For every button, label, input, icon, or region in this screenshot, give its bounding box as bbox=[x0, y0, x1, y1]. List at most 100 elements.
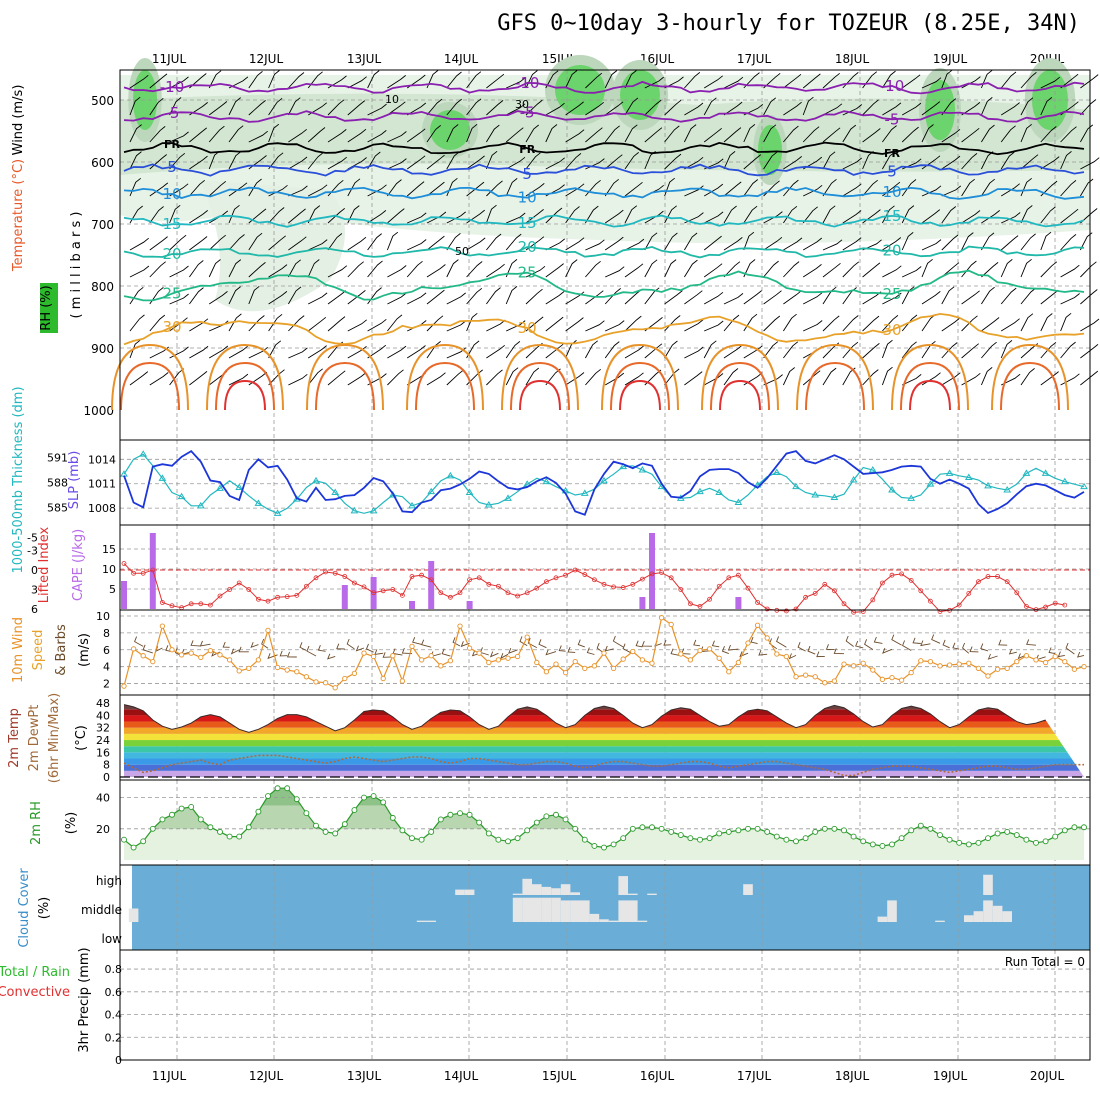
upper-wind-barb bbox=[941, 155, 961, 170]
rh2m-marker bbox=[908, 827, 915, 834]
upper-wind-barb bbox=[1080, 74, 1099, 89]
warm-dome-0-1 bbox=[120, 361, 180, 411]
lifted-index-marker bbox=[899, 571, 904, 577]
upper-wind-barb bbox=[288, 373, 308, 386]
slp-tick-1008: 1008 bbox=[88, 502, 116, 515]
rh2m-marker bbox=[764, 828, 771, 835]
warm-dome-7-0 bbox=[796, 343, 874, 411]
cloud-level-middle: middle bbox=[81, 903, 122, 917]
isotherm-label-30: 30 bbox=[162, 318, 181, 336]
upper-wind-barb bbox=[387, 158, 407, 170]
isotherm-label-20: 20 bbox=[162, 245, 181, 263]
upper-wind-barb bbox=[446, 211, 466, 224]
surface-wind-barb bbox=[489, 651, 499, 658]
wind-speed-marker bbox=[649, 660, 655, 666]
temp-band-48 bbox=[120, 697, 1090, 703]
rh2m-marker bbox=[793, 838, 799, 845]
lifted-index-marker bbox=[438, 590, 444, 596]
wind-speed-marker bbox=[370, 653, 377, 660]
wind-speed-marker bbox=[946, 662, 953, 668]
upper-wind-barb bbox=[248, 130, 268, 143]
warm-dome-3-1 bbox=[415, 361, 475, 411]
thickness-marker bbox=[1080, 482, 1088, 490]
date-label-bottom-11JUL: 11JUL bbox=[152, 1069, 187, 1083]
wind-speed-marker bbox=[255, 657, 262, 663]
surface-wind-barb bbox=[864, 639, 874, 650]
lifted-index-marker bbox=[880, 580, 885, 586]
upper-wind-barb bbox=[763, 236, 783, 251]
upper-wind-barb bbox=[406, 102, 427, 116]
upper-wind-barb bbox=[268, 123, 280, 143]
upper-wind-barb bbox=[545, 316, 564, 332]
upper-wind-barb bbox=[307, 316, 327, 332]
lifted-index-marker bbox=[918, 588, 924, 594]
upper-wind-barb bbox=[1060, 151, 1072, 170]
rh2m-marker bbox=[975, 839, 982, 846]
upper-wind-barb bbox=[862, 99, 879, 116]
upper-wind-barb bbox=[347, 372, 367, 386]
upper-wind-barb bbox=[1000, 183, 1020, 197]
rh2m-marker bbox=[898, 835, 905, 842]
upper-wind-barb bbox=[208, 180, 227, 197]
rh2m-marker bbox=[466, 811, 473, 818]
upper-wind-barb bbox=[723, 314, 740, 332]
lifted-index-marker bbox=[1014, 590, 1020, 596]
upper-wind-barb bbox=[228, 182, 248, 197]
upper-wind-barb bbox=[288, 315, 305, 332]
wind-speed-marker bbox=[716, 655, 722, 661]
lifted-index-marker bbox=[419, 572, 425, 578]
lifted-index-marker bbox=[313, 575, 319, 581]
thickness-marker bbox=[792, 482, 800, 490]
warm-dome-8-0 bbox=[891, 343, 969, 411]
upper-wind-barb bbox=[743, 124, 756, 143]
date-label-bottom-19JUL: 19JUL bbox=[933, 1069, 968, 1083]
upper-wind-barb bbox=[723, 261, 741, 278]
rh2m-marker bbox=[284, 785, 291, 792]
upper-wind-barb bbox=[822, 315, 840, 332]
upper-wind-barb bbox=[743, 290, 762, 305]
rh2m-marker bbox=[649, 824, 655, 831]
upper-wind-barb bbox=[189, 127, 207, 143]
upper-wind-barb bbox=[1080, 289, 1098, 305]
temp-band-40 bbox=[124, 709, 1084, 716]
rh2m-marker bbox=[985, 835, 991, 842]
wind-speed-marker bbox=[562, 669, 569, 676]
surface-wind-barb bbox=[286, 651, 297, 658]
rh2m-marker bbox=[322, 828, 329, 835]
upper-wind-barb bbox=[783, 290, 802, 305]
upper-wind-barb bbox=[961, 127, 980, 143]
upper-wind-barb bbox=[486, 263, 505, 278]
upper-wind-barb bbox=[327, 370, 346, 386]
upper-wind-barb bbox=[941, 286, 955, 305]
upper-wind-barb bbox=[189, 179, 205, 197]
wind-speed-marker bbox=[303, 674, 310, 680]
surface-wind-barb bbox=[816, 651, 825, 658]
wind-speed-marker bbox=[159, 623, 166, 629]
upper-wind-barb bbox=[684, 346, 704, 359]
wind10m-barbs-label: & Barbs bbox=[54, 624, 69, 676]
upper-wind-barb bbox=[1000, 287, 1017, 305]
minmax-axis-label: (6hr Min/Max) bbox=[47, 693, 62, 783]
temperature-axis-label: Temperature (°C) bbox=[11, 159, 26, 272]
dewpoint-axis-label: 2m DewPt bbox=[27, 705, 42, 772]
date-label-top-13JUL: 13JUL bbox=[347, 52, 382, 66]
lifted-index-marker bbox=[121, 561, 127, 566]
thickness-marker bbox=[273, 509, 282, 516]
upper-wind-barb bbox=[862, 343, 880, 359]
upper-wind-barb bbox=[228, 373, 249, 386]
wind-speed-marker bbox=[1023, 653, 1030, 659]
upper-wind-barb bbox=[347, 290, 366, 305]
lifted-index-marker bbox=[678, 587, 684, 592]
cloud-high-bar bbox=[618, 876, 628, 895]
surface-wind-barb bbox=[693, 639, 701, 647]
lifted-index-marker bbox=[793, 606, 799, 612]
rh2m-marker bbox=[879, 843, 886, 849]
wind-speed-marker bbox=[879, 676, 886, 682]
upper-wind-barb bbox=[466, 98, 482, 116]
upper-wind-barb bbox=[228, 204, 240, 224]
surface-wind-barb bbox=[931, 634, 941, 644]
upper-wind-barb bbox=[1080, 318, 1100, 332]
upper-wind-barb bbox=[1000, 102, 1020, 116]
rh2m-marker bbox=[303, 810, 310, 817]
upper-wind-barb bbox=[941, 262, 960, 278]
